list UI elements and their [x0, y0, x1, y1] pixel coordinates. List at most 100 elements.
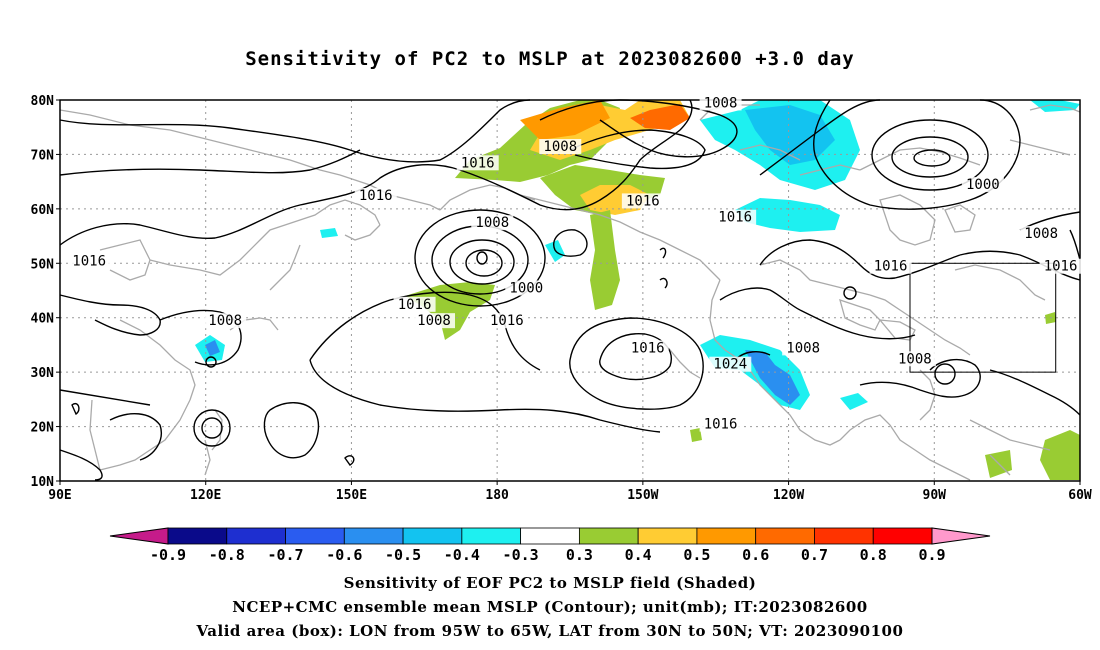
colorbar-segment [167, 527, 228, 545]
lat-tick-label: 30N [31, 366, 55, 381]
colorbar-min-triangle [109, 527, 169, 545]
contour-label: 1008 [786, 340, 820, 356]
lon-tick-label: 90E [48, 488, 71, 503]
contour-label: 1000 [509, 281, 543, 297]
lon-tick-label: 180 [485, 488, 509, 503]
contour-label: 1016 [631, 340, 665, 356]
colorbar-label: 0.8 [860, 546, 887, 564]
contour-label: 1016 [704, 417, 738, 433]
map-frame [59, 99, 1081, 482]
lon-tick-label: 150W [627, 488, 658, 503]
colorbar-segment [814, 527, 874, 545]
colorbar-label: 0.4 [625, 546, 652, 564]
lon-tick-label: 150E [336, 488, 367, 503]
colorbar-label: -0.3 [503, 546, 539, 564]
contour-label: 1016 [1044, 259, 1078, 275]
lat-tick-label: 20N [31, 421, 55, 436]
caption-line-1: Sensitivity of EOF PC2 to MSLP field (Sh… [343, 574, 757, 592]
colorbar-labels: -0.9 -0.8 -0.7 -0.6 -0.5 -0.4 -0.3 0.3 0.4 0.5 0.6… [150, 546, 946, 564]
colorbar-segment [755, 527, 815, 545]
contour-label: 1008 [1024, 226, 1058, 242]
longitude-axis: 90E 120E 150E 180 150W 120W 90W 60W [48, 481, 1092, 503]
colorbar-label: -0.9 [150, 546, 186, 564]
contour-label-bg [539, 138, 582, 154]
contour-label-bg [699, 95, 742, 111]
lat-tick-label: 80N [31, 94, 55, 109]
contour-label-bg [485, 313, 528, 329]
lat-tick-label: 50N [31, 257, 55, 272]
coastlines [59, 104, 1081, 481]
contour-label: 1016 [359, 188, 393, 204]
contour-label-bg [1039, 258, 1082, 274]
contour-label: 1016 [626, 193, 660, 209]
caption-line-3: Valid area (box): LON from 95W to 65W, L… [196, 622, 904, 640]
map-area [59, 99, 1081, 482]
colorbar [109, 527, 991, 545]
colorbar-segment [520, 527, 580, 545]
contour-label-bg [1020, 226, 1063, 242]
contour-label-bg [621, 193, 664, 209]
contour-label: 1016 [874, 259, 908, 275]
colorbar-label: 0.6 [742, 546, 769, 564]
lat-tick-label: 60N [31, 203, 55, 218]
contour-label-bg [204, 313, 247, 329]
contour-labels: 1008101610161016100810161016100810001016… [68, 95, 1082, 433]
valid-area-box [909, 262, 1057, 373]
contour-label: 1016 [398, 297, 432, 313]
lon-tick-label: 90W [923, 488, 947, 503]
contour-label: 1000 [966, 177, 1000, 193]
contour-label: 1008 [417, 313, 451, 329]
colorbar-segment [872, 527, 933, 545]
contour-label: 1008 [898, 351, 932, 367]
contour-label-bg [413, 313, 455, 329]
contour-label-bg [354, 187, 397, 203]
contour-label-bg [68, 253, 111, 269]
colorbar-max-triangle [931, 527, 991, 545]
colorbar-label: -0.7 [267, 546, 303, 564]
caption-line-2: NCEP+CMC ensemble mean MSLP (Contour); u… [232, 598, 868, 616]
lat-tick-label: 40N [31, 312, 55, 327]
colorbar-segment [696, 527, 757, 545]
contour-label: 1016 [72, 253, 106, 269]
contour-label: 1016 [490, 313, 524, 329]
colorbar-label: 0.9 [918, 546, 945, 564]
contour-label-bg [961, 177, 1004, 193]
contour-label-bg [393, 296, 436, 312]
latitude-axis: 80N 70N 60N 50N 40N 30N 20N 10N [31, 94, 60, 490]
lon-tick-label: 120E [190, 488, 221, 503]
contour-label-bg [456, 155, 499, 171]
contour-label-bg [709, 356, 752, 372]
contour-label: 1024 [713, 357, 747, 373]
colorbar-segment [402, 527, 463, 545]
colorbar-label: -0.4 [444, 546, 480, 564]
lon-tick-label: 60W [1068, 488, 1092, 503]
sensitivity-shading [195, 100, 1080, 480]
contour-label-bg [782, 340, 825, 356]
contour-label: 1016 [461, 155, 495, 171]
colorbar-segment [226, 527, 286, 545]
colorbar-segment [637, 527, 698, 545]
colorbar-label: 0.5 [683, 546, 710, 564]
colorbar-label: -0.6 [326, 546, 362, 564]
colorbar-label: -0.5 [385, 546, 421, 564]
contour-label: 1016 [718, 210, 752, 226]
colorbar-segment [343, 527, 404, 545]
contour-label-bg [699, 416, 742, 432]
contour-label: 1008 [704, 95, 738, 111]
colorbar-segment [285, 527, 345, 545]
contour-label: 1008 [208, 313, 242, 329]
colorbar-segment [461, 527, 522, 545]
contour-label-bg [893, 351, 936, 367]
contour-label-bg [869, 258, 912, 274]
colorbar-label: -0.8 [209, 546, 245, 564]
colorbar-segment [578, 527, 639, 545]
contour-label-bg [626, 340, 669, 356]
contour-label-bg [505, 280, 548, 296]
lon-tick-label: 120W [773, 488, 804, 503]
contour-label-bg [714, 209, 757, 225]
contour-label: 1008 [475, 215, 509, 231]
map-title: Sensitivity of PC2 to MSLP at 2023082600… [245, 48, 855, 70]
colorbar-label: 0.3 [566, 546, 593, 564]
mslp-contours [59, 99, 1081, 481]
